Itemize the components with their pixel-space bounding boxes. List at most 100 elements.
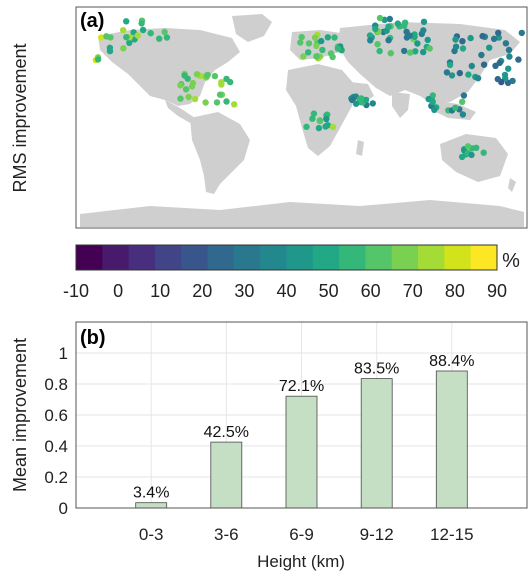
station-marker: [401, 47, 408, 55]
colorbar-cell: [181, 245, 209, 270]
station-marker: [502, 40, 510, 47]
station-marker: [316, 117, 324, 125]
bar-data-label: 88.4%: [429, 353, 474, 370]
station-marker: [478, 51, 485, 59]
station-marker: [387, 50, 394, 57]
station-marker: [490, 35, 498, 42]
station-marker: [305, 40, 313, 47]
land-india: [392, 92, 410, 118]
station-marker: [468, 151, 475, 159]
bar-0-3: [135, 502, 168, 509]
station-marker: [426, 45, 433, 52]
station-marker: [216, 91, 224, 98]
bar-9-12: [360, 378, 393, 509]
panel-a-map: (a) RMS improvement: [10, 6, 528, 229]
station-marker: [147, 30, 154, 37]
station-marker: [204, 72, 211, 79]
station-marker: [385, 37, 392, 44]
station-marker: [185, 93, 192, 101]
station-marker: [459, 38, 466, 45]
station-marker: [456, 69, 463, 77]
colorbar-tick-label: 90: [487, 281, 507, 301]
station-marker: [191, 95, 199, 103]
panel-b-label: (b): [80, 327, 106, 349]
land-antarctica: [80, 200, 524, 227]
colorbar-tick-label: 30: [234, 281, 254, 301]
bar-3-6: [210, 441, 243, 509]
station-marker: [452, 36, 459, 43]
station-marker: [303, 123, 310, 130]
bar-data-label: 83.5%: [354, 361, 399, 378]
colorbar-unit: %: [502, 250, 520, 272]
station-marker: [123, 34, 130, 41]
colorbar-tick-label: 0: [113, 281, 123, 301]
station-marker: [473, 144, 480, 151]
station-marker: [315, 124, 323, 132]
colorbar-cell: [286, 245, 314, 270]
colorbar: -10 0 10 20 30 40 50 60 70 80 90 %: [63, 244, 520, 301]
station-marker: [459, 45, 467, 52]
station-marker: [486, 44, 493, 51]
colorbar-cell: [102, 245, 130, 270]
station-marker: [464, 143, 472, 150]
station-marker: [505, 46, 513, 54]
map-y-label: RMS improvement: [10, 43, 30, 192]
station-marker: [494, 75, 501, 83]
x-tick-label: 3-6: [214, 525, 239, 544]
station-marker: [106, 47, 114, 55]
station-marker: [182, 86, 190, 93]
colorbar-frame: [75, 244, 498, 271]
station-marker: [458, 153, 466, 161]
x-tick-label: 12-15: [430, 525, 473, 544]
colorbar-cell: [444, 245, 472, 270]
station-marker: [452, 104, 459, 112]
station-marker: [231, 101, 238, 108]
station-marker: [474, 75, 482, 82]
station-marker: [329, 123, 337, 131]
station-marker: [505, 65, 512, 72]
colorbar-cell: [365, 245, 393, 270]
station-marker: [223, 75, 230, 83]
station-marker: [298, 33, 305, 41]
land-north-america: [98, 28, 240, 106]
land-africa: [286, 64, 356, 156]
station-marker: [94, 56, 102, 63]
colorbar-cells: [76, 245, 498, 270]
station-marker: [126, 39, 133, 46]
station-marker: [139, 26, 147, 34]
station-marker: [386, 15, 393, 23]
station-marker: [509, 77, 516, 85]
station-marker: [309, 115, 316, 122]
station-marker: [123, 18, 130, 25]
station-marker: [177, 82, 184, 89]
station-marker: [297, 39, 304, 46]
station-marker: [313, 42, 320, 50]
colorbar-tick-label: 70: [403, 281, 423, 301]
y-tick-label: 0.8: [44, 375, 68, 394]
station-marker: [223, 98, 230, 105]
station-marker: [412, 48, 419, 55]
y-tick-label: 0.6: [44, 406, 68, 425]
station-marker: [414, 40, 421, 47]
colorbar-tick-label: 50: [319, 281, 339, 301]
station-marker: [300, 53, 307, 60]
land-australia: [440, 134, 508, 182]
x-tick-label: 6-9: [289, 525, 314, 544]
colorbar-cell: [312, 245, 340, 270]
station-marker: [406, 32, 413, 39]
station-marker: [156, 35, 163, 42]
colorbar-tick-label: 60: [361, 281, 381, 301]
land-madagascar: [356, 140, 364, 156]
station-marker: [429, 92, 436, 99]
station-marker: [161, 28, 168, 36]
colorbar-ticks: -10 0 10 20 30 40 50 60 70 80 90: [63, 281, 507, 301]
station-marker: [467, 34, 474, 42]
station-marker: [431, 106, 438, 114]
colorbar-tick-label: 40: [276, 281, 296, 301]
station-marker: [362, 96, 370, 104]
station-marker: [181, 72, 188, 79]
station-marker: [103, 33, 110, 40]
land-central-america: [165, 100, 195, 124]
colorbar-cell: [207, 245, 235, 270]
